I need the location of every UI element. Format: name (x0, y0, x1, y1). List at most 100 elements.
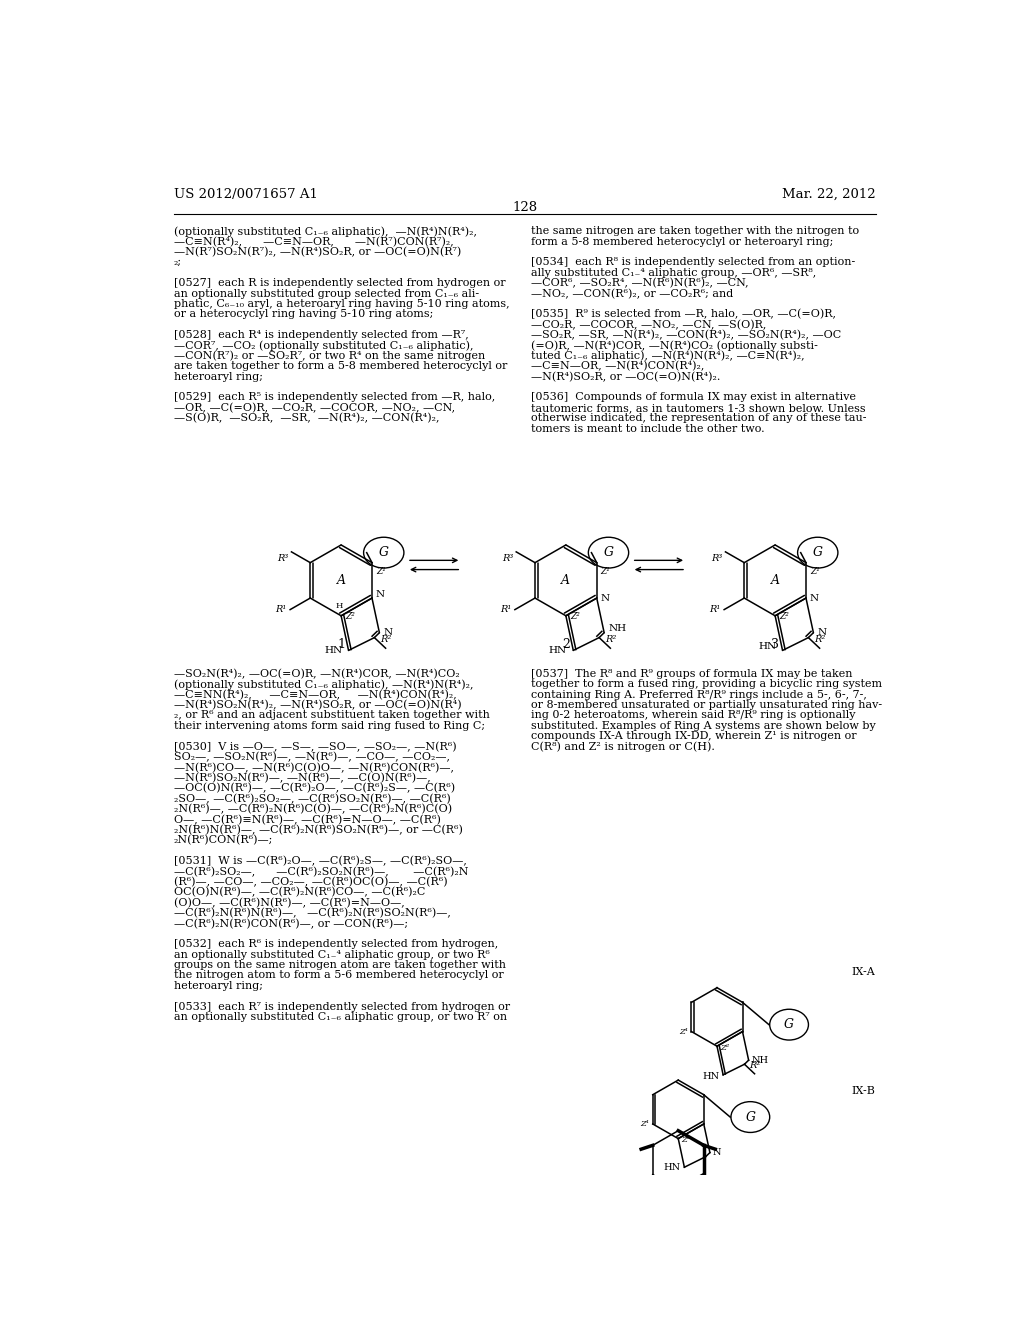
Text: —NO₂, —CON(R⁶)₂, or —CO₂R⁶; and: —NO₂, —CON(R⁶)₂, or —CO₂R⁶; and (531, 289, 733, 298)
Text: R³: R³ (711, 554, 722, 564)
Text: [0537]  The R⁸ and R⁹ groups of formula IX may be taken: [0537] The R⁸ and R⁹ groups of formula I… (531, 669, 853, 678)
Text: Z¹: Z¹ (810, 566, 820, 576)
Text: NH: NH (608, 624, 626, 634)
Text: G: G (813, 546, 822, 560)
Text: 2: 2 (562, 638, 569, 651)
Text: heteroaryl ring;: heteroaryl ring; (174, 981, 263, 991)
Text: R²: R² (814, 635, 825, 644)
Text: 128: 128 (512, 201, 538, 214)
Text: Mar. 22, 2012: Mar. 22, 2012 (782, 187, 876, 201)
Text: ing 0-2 heteroatoms, wherein said R⁸/R⁹ ring is optionally: ing 0-2 heteroatoms, wherein said R⁸/R⁹ … (531, 710, 855, 721)
Text: H: H (335, 602, 342, 610)
Text: SO₂—, —SO₂N(R⁶)—, —N(R⁶)—, —CO—, —CO₂—,: SO₂—, —SO₂N(R⁶)—, —N(R⁶)—, —CO—, —CO₂—, (174, 752, 450, 763)
Text: are taken together to form a 5-8 membered heterocyclyl or: are taken together to form a 5-8 membere… (174, 362, 508, 371)
Text: Z¹: Z¹ (376, 566, 386, 576)
Text: —N(R⁷)SO₂N(R⁷)₂, —N(R⁴)SO₂R, or —OC(=O)N(R⁷): —N(R⁷)SO₂N(R⁷)₂, —N(R⁴)SO₂R, or —OC(=O)N… (174, 247, 461, 257)
Text: [0531]  W is —C(R⁶)₂O—, —C(R⁶)₂S—, —C(R⁶)₂SO—,: [0531] W is —C(R⁶)₂O—, —C(R⁶)₂S—, —C(R⁶)… (174, 855, 467, 866)
Text: the nitrogen atom to form a 5-6 membered heterocyclyl or: the nitrogen atom to form a 5-6 membered… (174, 970, 504, 981)
Text: R²: R² (380, 635, 391, 644)
Text: Z²: Z² (569, 612, 580, 620)
Text: Z²: Z² (681, 1137, 690, 1144)
Text: —SO₂N(R⁴)₂, —OC(=O)R, —N(R⁴)COR, —N(R⁴)CO₂: —SO₂N(R⁴)₂, —OC(=O)R, —N(R⁴)COR, —N(R⁴)C… (174, 669, 460, 680)
Text: R²: R² (605, 635, 616, 644)
Text: Z²: Z² (345, 612, 355, 620)
Text: N: N (376, 590, 385, 599)
Text: Z¹: Z¹ (679, 1027, 688, 1036)
Text: [0529]  each R⁵ is independently selected from —R, halo,: [0529] each R⁵ is independently selected… (174, 392, 496, 403)
Text: C(R⁸) and Z² is nitrogen or C(H).: C(R⁸) and Z² is nitrogen or C(H). (531, 742, 715, 752)
Text: —S(O)R,  —SO₂R,  —SR,  —N(R⁴)₂, —CON(R⁴)₂,: —S(O)R, —SO₂R, —SR, —N(R⁴)₂, —CON(R⁴)₂, (174, 413, 439, 424)
Text: [0536]  Compounds of formula IX may exist in alternative: [0536] Compounds of formula IX may exist… (531, 392, 856, 403)
Text: G: G (603, 546, 613, 560)
Text: otherwise indicated, the representation of any of these tau-: otherwise indicated, the representation … (531, 413, 866, 424)
Text: [0530]  V is —O—, —S—, —SO—, —SO₂—, —N(R⁶): [0530] V is —O—, —S—, —SO—, —SO₂—, —N(R⁶… (174, 742, 457, 752)
Text: —OR, —C(=O)R, —CO₂R, —COCOR, —NO₂, —CN,: —OR, —C(=O)R, —CO₂R, —COCOR, —NO₂, —CN, (174, 403, 455, 413)
Text: R¹: R¹ (709, 605, 720, 614)
Text: HN: HN (549, 645, 567, 655)
Text: R²: R² (749, 1061, 760, 1071)
Text: R¹: R¹ (275, 605, 287, 614)
Text: 1: 1 (337, 638, 345, 651)
Text: —N(R⁴)SO₂N(R⁴)₂, —N(R⁴)SO₂R, or —OC(=O)N(R⁴): —N(R⁴)SO₂N(R⁴)₂, —N(R⁴)SO₂R, or —OC(=O)N… (174, 700, 462, 710)
Text: —C≡N—OR, —N(R⁴)CON(R⁴)₂,: —C≡N—OR, —N(R⁴)CON(R⁴)₂, (531, 362, 705, 372)
Text: ₂N(R⁶)—, —C(R⁶)₂N(R⁶)C(O)—, —C(R⁶)₂N(R⁶)C(O): ₂N(R⁶)—, —C(R⁶)₂N(R⁶)C(O)—, —C(R⁶)₂N(R⁶)… (174, 804, 453, 814)
Text: (=O)R, —N(R⁴)COR, —N(R⁴)CO₂ (optionally substi-: (=O)R, —N(R⁴)COR, —N(R⁴)CO₂ (optionally … (531, 341, 818, 351)
Text: —CO₂R, —COCOR, —NO₂, —CN, —S(O)R,: —CO₂R, —COCOR, —NO₂, —CN, —S(O)R, (531, 319, 766, 330)
Text: [0533]  each R⁷ is independently selected from hydrogen or: [0533] each R⁷ is independently selected… (174, 1002, 510, 1011)
Text: —N(R⁴)SO₂R, or —OC(=O)N(R⁴)₂.: —N(R⁴)SO₂R, or —OC(=O)N(R⁴)₂. (531, 372, 720, 381)
Text: ₂;: ₂; (174, 257, 182, 268)
Text: G: G (379, 546, 389, 560)
Text: N: N (601, 594, 609, 602)
Text: their intervening atoms form said ring fused to Ring C;: their intervening atoms form said ring f… (174, 721, 485, 731)
Text: US 2012/0071657 A1: US 2012/0071657 A1 (174, 187, 317, 201)
Text: A: A (337, 574, 346, 587)
Text: substituted. Examples of Ring A systems are shown below by: substituted. Examples of Ring A systems … (531, 721, 876, 731)
Text: —COR⁶, —SO₂R⁴, —N(R⁶)N(R⁶)₂, —CN,: —COR⁶, —SO₂R⁴, —N(R⁶)N(R⁶)₂, —CN, (531, 279, 749, 289)
Text: heteroaryl ring;: heteroaryl ring; (174, 372, 263, 381)
Text: —C≡N(R⁴)₂,      —C≡N—OR,      —N(R⁷)CON(R⁷)₂,: —C≡N(R⁴)₂, —C≡N—OR, —N(R⁷)CON(R⁷)₂, (174, 236, 454, 247)
Text: NH: NH (752, 1056, 769, 1065)
Text: (R⁶)—, —CO—, —CO₂—, —C(R⁶)OC(O)—, —C(R⁶): (R⁶)—, —CO—, —CO₂—, —C(R⁶)OC(O)—, —C(R⁶) (174, 876, 447, 887)
Text: 3: 3 (771, 638, 779, 651)
Text: tomers is meant to include the other two.: tomers is meant to include the other two… (531, 424, 765, 434)
Text: [0535]  R⁹ is selected from —R, halo, —OR, —C(=O)R,: [0535] R⁹ is selected from —R, halo, —OR… (531, 309, 836, 319)
Text: N: N (713, 1148, 722, 1158)
Text: G: G (745, 1110, 756, 1123)
Text: N: N (817, 628, 826, 638)
Text: ₂SO—, —C(R⁶)₂SO₂—, —C(R⁶)SO₂N(R⁶)—, —C(R⁶): ₂SO—, —C(R⁶)₂SO₂—, —C(R⁶)SO₂N(R⁶)—, —C(R… (174, 793, 451, 804)
Text: HN: HN (758, 642, 776, 651)
Text: [0528]  each R⁴ is independently selected from —R⁷,: [0528] each R⁴ is independently selected… (174, 330, 469, 341)
Text: ally substituted C₁₋⁴ aliphatic group, —OR⁶, —SR⁸,: ally substituted C₁₋⁴ aliphatic group, —… (531, 268, 816, 277)
Text: N: N (383, 628, 392, 638)
Text: tuted C₁₋₆ aliphatic), —N(R⁴)N(R⁴)₂, —C≡N(R⁴)₂,: tuted C₁₋₆ aliphatic), —N(R⁴)N(R⁴)₂, —C≡… (531, 351, 805, 362)
Text: OC(O)N(R⁶)—, —C(R⁶)₂N(R⁶)CO—, —C(R⁶)₂C: OC(O)N(R⁶)—, —C(R⁶)₂N(R⁶)CO—, —C(R⁶)₂C (174, 887, 425, 898)
Text: ₂, or R⁶ and an adjacent substituent taken together with: ₂, or R⁶ and an adjacent substituent tak… (174, 710, 489, 721)
Text: Z²: Z² (779, 612, 788, 620)
Text: R³: R³ (502, 554, 513, 564)
Text: [0527]  each R is independently selected from hydrogen or: [0527] each R is independently selected … (174, 279, 506, 288)
Text: HN: HN (664, 1163, 681, 1172)
Text: —COR⁷, —CO₂ (optionally substituted C₁₋₆ aliphatic),: —COR⁷, —CO₂ (optionally substituted C₁₋₆… (174, 341, 473, 351)
Text: HN: HN (325, 645, 342, 655)
Text: —C(R⁶)₂SO₂—,      —C(R⁶)₂SO₂N(R⁶)—,       —C(R⁶)₂N: —C(R⁶)₂SO₂—, —C(R⁶)₂SO₂N(R⁶)—, —C(R⁶)₂N (174, 866, 469, 876)
Text: Z¹: Z¹ (640, 1119, 649, 1129)
Text: phatic, C₆₋₁₀ aryl, a heteroaryl ring having 5-10 ring atoms,: phatic, C₆₋₁₀ aryl, a heteroaryl ring ha… (174, 298, 510, 309)
Text: compounds IX-A through IX-DD, wherein Z¹ is nitrogen or: compounds IX-A through IX-DD, wherein Z¹… (531, 731, 857, 742)
Text: an optionally substituted group selected from C₁₋₆ ali-: an optionally substituted group selected… (174, 289, 479, 298)
Text: —C≡NN(R⁴)₂,     —C≡N—OR,     —N(R⁴)CON(R⁴)₂,: —C≡NN(R⁴)₂, —C≡N—OR, —N(R⁴)CON(R⁴)₂, (174, 689, 457, 700)
Text: —N(R⁶)CO—, —N(R⁶)C(O)O—, —N(R⁶)CON(R⁶)—,: —N(R⁶)CO—, —N(R⁶)C(O)O—, —N(R⁶)CON(R⁶)—, (174, 763, 454, 772)
Text: groups on the same nitrogen atom are taken together with: groups on the same nitrogen atom are tak… (174, 960, 506, 970)
Text: O—, —C(R⁶)≡N(R⁶)—, —C(R⁶)=N—O—, —C(R⁶): O—, —C(R⁶)≡N(R⁶)—, —C(R⁶)=N—O—, —C(R⁶) (174, 814, 441, 825)
Text: or a heterocyclyl ring having 5-10 ring atoms;: or a heterocyclyl ring having 5-10 ring … (174, 309, 433, 319)
Text: A: A (561, 574, 570, 587)
Text: IX-B: IX-B (852, 1086, 876, 1096)
Text: R¹: R¹ (500, 605, 511, 614)
Text: an optionally substituted C₁₋₆ aliphatic group, or two R⁷ on: an optionally substituted C₁₋₆ aliphatic… (174, 1012, 507, 1022)
Text: ₂N(R⁶)CON(R⁶)—;: ₂N(R⁶)CON(R⁶)—; (174, 836, 273, 846)
Text: Z¹: Z¹ (601, 566, 610, 576)
Text: —C(R⁶)₂N(R⁶)N(R⁶)—,   —C(R⁶)₂N(R⁶)SO₂N(R⁶)—,: —C(R⁶)₂N(R⁶)N(R⁶)—, —C(R⁶)₂N(R⁶)SO₂N(R⁶)… (174, 908, 451, 919)
Text: IX-A: IX-A (852, 966, 876, 977)
Text: together to form a fused ring, providing a bicyclic ring system: together to form a fused ring, providing… (531, 680, 882, 689)
Text: an optionally substituted C₁₋⁴ aliphatic group, or two R⁶: an optionally substituted C₁₋⁴ aliphatic… (174, 949, 489, 960)
Text: G: G (784, 1018, 794, 1031)
